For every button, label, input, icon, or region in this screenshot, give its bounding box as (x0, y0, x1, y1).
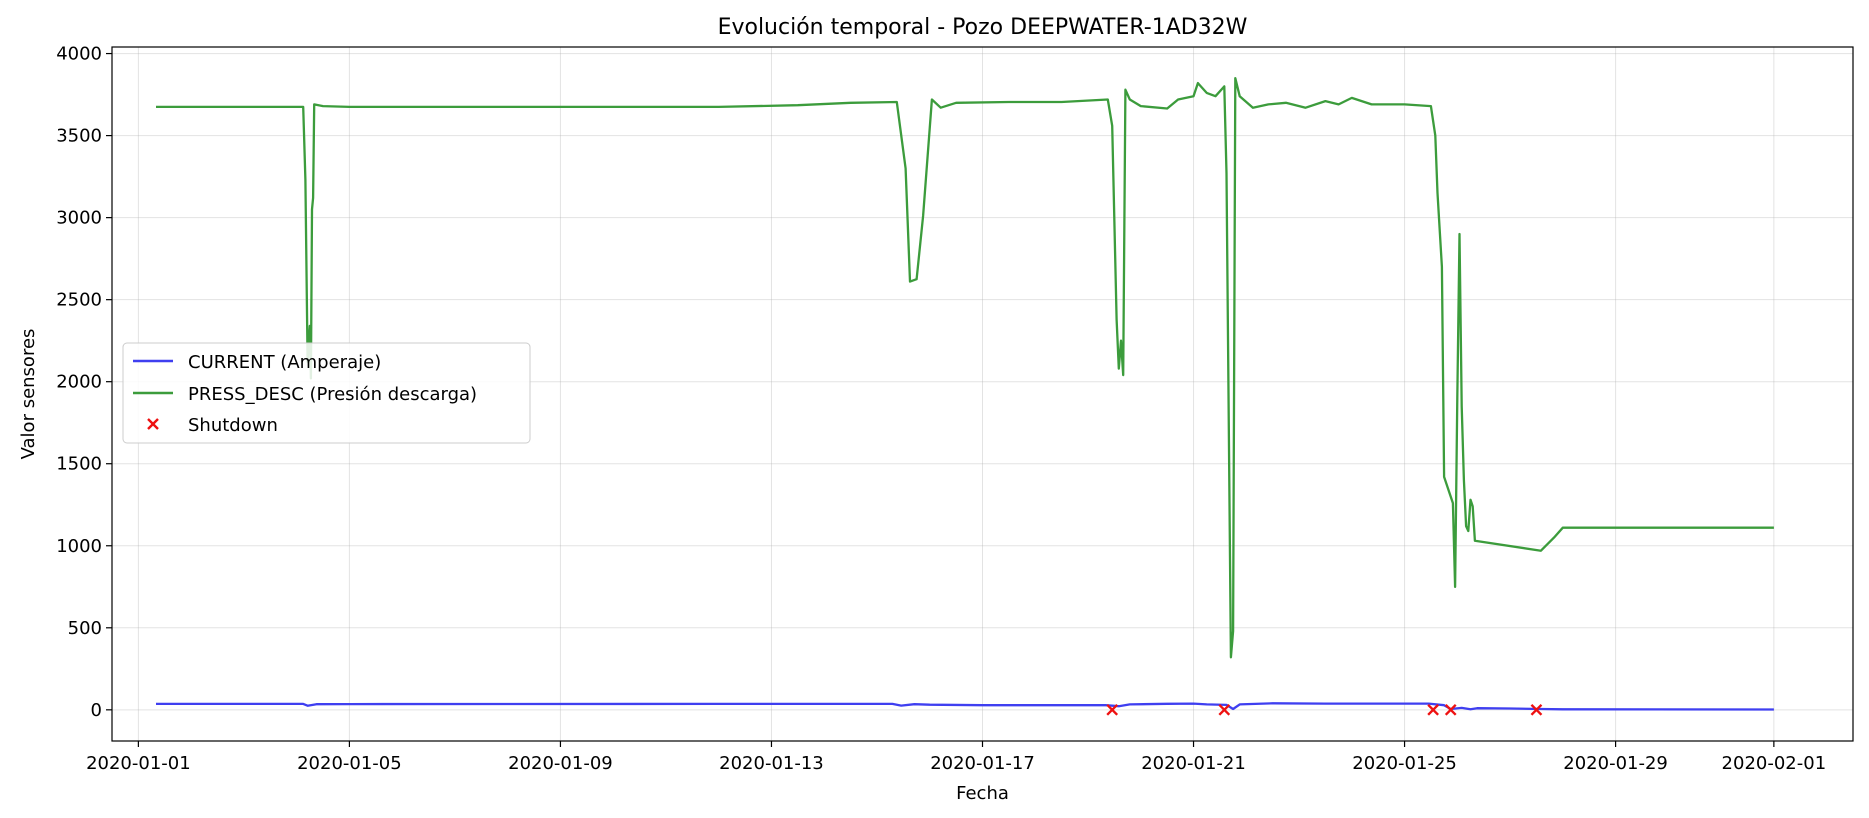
series-layer (156, 77, 1774, 711)
grid (112, 47, 1853, 741)
x-tick-label-8: 2020-02-01 (1722, 753, 1827, 774)
y-tick-label-3: 1500 (56, 454, 102, 475)
legend-shutdown-x (147, 418, 159, 430)
shutdown-marker-0 (1106, 703, 1119, 716)
shutdown-marker-3 (1444, 703, 1457, 716)
x-tick-label-7: 2020-01-29 (1563, 753, 1668, 774)
x-axis: 2020-01-01 2020-01-05 2020-01-09 2020-01-13… (86, 741, 1826, 774)
y-tick-label-5: 2500 (56, 290, 102, 311)
y-axis: 0 500 1000 1500 2000 2500 3000 3500 4000 (56, 44, 112, 721)
y-tick-label-2: 1000 (56, 536, 102, 557)
shutdown-marker-4 (1530, 703, 1543, 716)
y-tick-label-4: 2000 (56, 372, 102, 393)
y-tick-label-0: 0 (91, 700, 102, 721)
shutdown-marker-1 (1218, 703, 1231, 716)
legend-label-shutdown: Shutdown (188, 415, 278, 436)
x-tick-label-4: 2020-01-17 (930, 753, 1035, 774)
legend-label-press: PRESS_DESC (Presión descarga) (188, 384, 477, 405)
legend: CURRENT (Amperaje) PRESS_DESC (Presión d… (122, 342, 531, 444)
x-tick-label-5: 2020-01-21 (1141, 753, 1246, 774)
series-line-0 (156, 702, 1774, 711)
shutdown-markers (1106, 703, 1543, 716)
y-tick-label-1: 500 (68, 618, 102, 639)
x-tick-label-3: 2020-01-13 (719, 753, 824, 774)
shutdown-marker-2 (1427, 703, 1439, 716)
series-line-1 (156, 77, 1774, 659)
x-tick-label-6: 2020-01-25 (1352, 753, 1457, 774)
x-tick-label-1: 2020-01-05 (297, 753, 402, 774)
chart-title: Evolución temporal - Pozo DEEPWATER-1AD3… (718, 15, 1248, 40)
x-tick-label-0: 2020-01-01 (86, 753, 191, 774)
legend-box (122, 342, 531, 444)
y-tick-label-6: 3000 (56, 208, 102, 229)
y-axis-label: Valor sensores (18, 329, 39, 460)
legend-swatch-shutdown (147, 418, 159, 430)
y-tick-label-7: 3500 (56, 126, 102, 147)
x-tick-label-2: 2020-01-09 (508, 753, 613, 774)
x-axis-label: Fecha (956, 783, 1009, 804)
y-tick-label-8: 4000 (56, 44, 102, 65)
legend-label-current: CURRENT (Amperaje) (188, 352, 381, 373)
